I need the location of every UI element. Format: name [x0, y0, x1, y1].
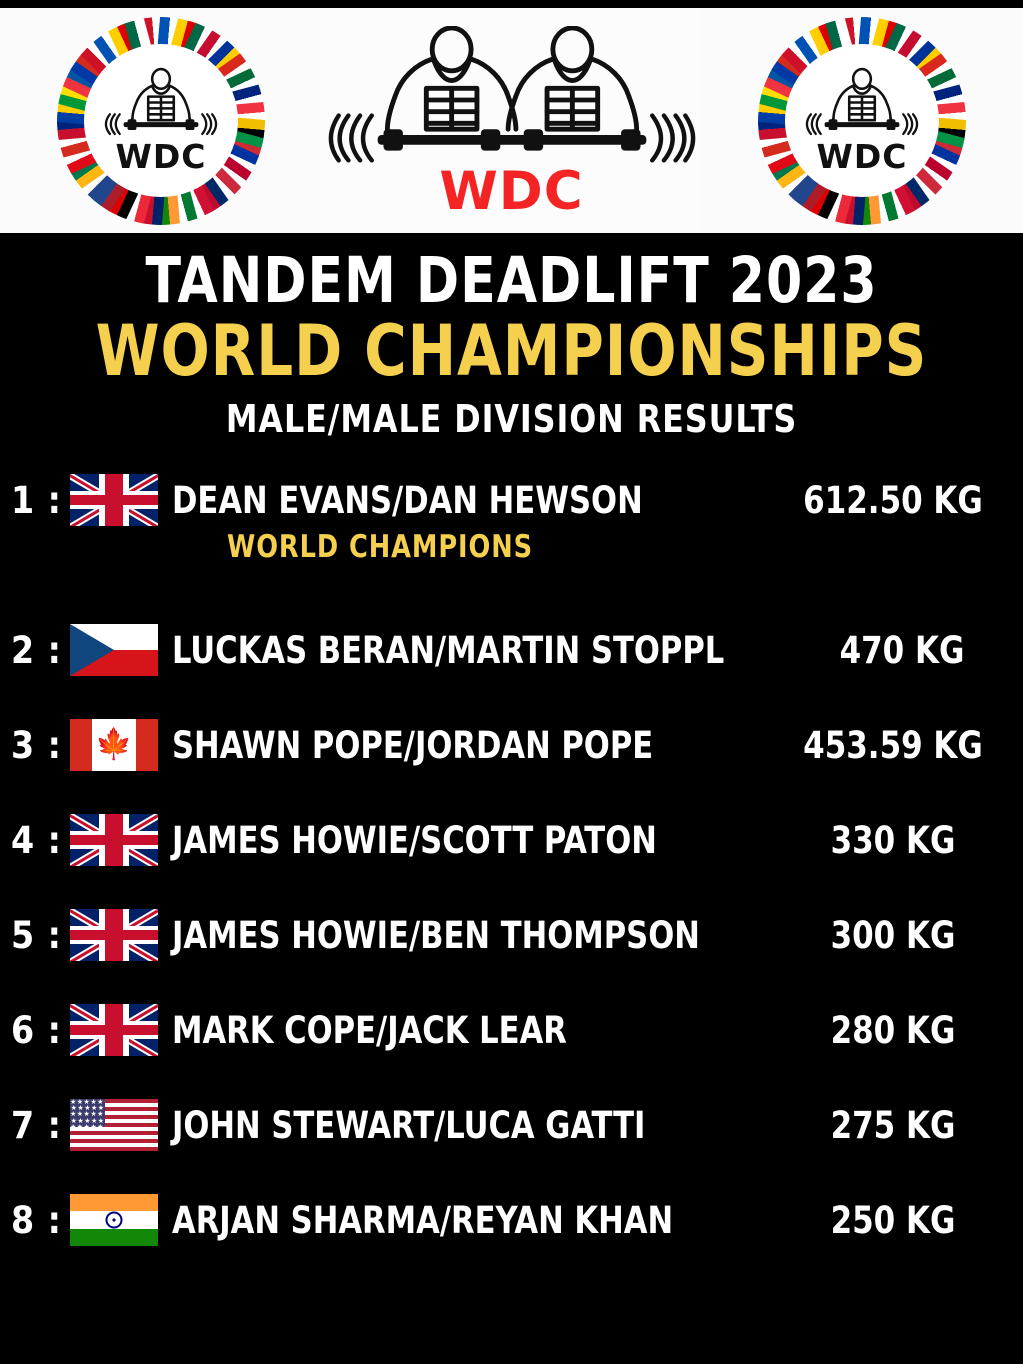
top-black-bar [0, 0, 1023, 8]
result-team-names: SHAWN POPE/JORDAN POPE [172, 723, 654, 767]
center-logo-panel: WDC [322, 8, 701, 233]
result-rank: 4 : [10, 818, 62, 862]
flag-detail [70, 719, 92, 771]
result-team-names: MARK COPE/JACK LEAR [172, 1008, 567, 1052]
result-weight: 470 KG [839, 628, 965, 672]
flag-detail [105, 1004, 123, 1056]
country-flag-uk [70, 1004, 158, 1056]
flag-detail [70, 1194, 158, 1212]
result-rank: 8 : [10, 1198, 62, 1242]
wdc-flag-ring-logo-left: WDC [57, 16, 265, 225]
deadlift-figure-icon [104, 68, 218, 136]
result-weight: 275 KG [830, 1103, 956, 1147]
page-title-line1: TANDEM DEADLIFT 2023 [145, 244, 878, 317]
wdc-flag-ring-logo-right: WDC [758, 16, 966, 225]
result-weight: 330 KG [830, 818, 956, 862]
result-row-main: 7 : ★★★★★★★★★★★★★★★★★★★★★★★★★★★★ JOHN STEW… [0, 1096, 1023, 1154]
logo-inner-right: WDC [785, 43, 939, 198]
country-flag-uk [70, 814, 158, 866]
result-row: 2 : LUCKAS BERAN/MARTIN STOPPL 470 KG [0, 621, 1023, 716]
tandem-deadlift-icon [328, 25, 695, 163]
result-rank: 6 : [10, 1008, 62, 1052]
deadlift-figure-icon [805, 68, 919, 136]
logo-inner-left: WDC [84, 43, 238, 198]
header-logo-strip: WDC [0, 8, 1023, 233]
result-weight: 280 KG [830, 1008, 956, 1052]
flag-detail [70, 624, 114, 676]
result-row-main: 5 : JAMES HOWIE/BEN THOMPSON 300 KG [0, 906, 1023, 964]
result-team-names: ARJAN SHARMA/REYAN KHAN [172, 1198, 674, 1242]
flag-detail [105, 909, 123, 961]
country-flag-in [70, 1194, 158, 1246]
result-team-names: JAMES HOWIE/SCOTT PATON [172, 818, 657, 862]
result-row-main: 1 : DEAN EVANS/DAN HEWSON 612.50 KG [0, 471, 1023, 529]
country-flag-uk [70, 909, 158, 961]
logo-wordmark-left: WDC [115, 137, 207, 177]
world-champions-badge: WORLD CHAMPIONS [226, 529, 534, 565]
result-row: 7 : ★★★★★★★★★★★★★★★★★★★★★★★★★★★★ JOHN STEW… [0, 1096, 1023, 1191]
result-row: 1 : DEAN EVANS/DAN HEWSON 612.50 KG WORLD C… [0, 471, 1023, 621]
maple-leaf-icon: 🍁 [95, 728, 133, 761]
result-rank: 3 : [10, 723, 62, 767]
ashoka-chakra-icon [105, 1211, 123, 1229]
result-row-main: 3 : 🍁 SHAWN POPE/JORDAN POPE 453.59 KG [0, 716, 1023, 774]
flag-detail [105, 474, 123, 526]
result-rank: 1 : [10, 478, 62, 522]
result-row-main: 8 : ARJAN SHARMA/REYAN KHAN 250 KG [0, 1191, 1023, 1249]
bottom-black-bar [0, 1304, 1023, 1364]
result-row: 8 : ARJAN SHARMA/REYAN KHAN 250 KG [0, 1191, 1023, 1286]
result-rank: 5 : [10, 913, 62, 957]
country-flag-uk [70, 474, 158, 526]
result-rank: 7 : [10, 1103, 62, 1147]
logo-wordmark-right: WDC [816, 137, 908, 177]
page-subtitle-division: MALE/MALE DIVISION RESULTS [225, 397, 798, 441]
result-row: 5 : JAMES HOWIE/BEN THOMPSON 300 KG [0, 906, 1023, 1001]
result-rank: 2 : [10, 628, 62, 672]
result-weight: 250 KG [830, 1198, 956, 1242]
country-flag-cz [70, 624, 158, 676]
flag-detail: ★★★★★★★★★★★★★★★★★★★★★★★★★★★★ [70, 1099, 105, 1127]
page-title-line2: WORLD CHAMPIONSHIPS [95, 310, 928, 392]
result-row: 4 : JAMES HOWIE/SCOTT PATON 330 KG [0, 811, 1023, 906]
country-flag-ca: 🍁 [70, 719, 158, 771]
result-weight: 300 KG [830, 913, 956, 957]
flag-detail [136, 719, 158, 771]
result-row-main: 4 : JAMES HOWIE/SCOTT PATON 330 KG [0, 811, 1023, 869]
right-logo-panel: WDC [701, 8, 1023, 233]
result-team-names: JOHN STEWART/LUCA GATTI [172, 1103, 646, 1147]
result-weight: 453.59 KG [803, 723, 983, 767]
result-row: 6 : MARK COPE/JACK LEAR 280 KG [0, 1001, 1023, 1096]
result-weight: 612.50 KG [803, 478, 983, 522]
country-flag-us: ★★★★★★★★★★★★★★★★★★★★★★★★★★★★ [70, 1099, 158, 1151]
result-team-names: JAMES HOWIE/BEN THOMPSON [172, 913, 700, 957]
flag-detail [70, 1228, 158, 1246]
result-row-main: 2 : LUCKAS BERAN/MARTIN STOPPL 470 KG [0, 621, 1023, 679]
page-title-block: TANDEM DEADLIFT 2023 WORLD CHAMPIONSHIPS… [0, 233, 1023, 441]
result-team-names: DEAN EVANS/DAN HEWSON [172, 478, 643, 522]
flag-detail [70, 1099, 106, 1127]
result-row-main: 6 : MARK COPE/JACK LEAR 280 KG [0, 1001, 1023, 1059]
result-team-names: LUCKAS BERAN/MARTIN STOPPL [172, 628, 725, 672]
tandem-lifters-graphic: WDC [327, 25, 697, 222]
left-logo-panel: WDC [0, 8, 322, 233]
result-row: 3 : 🍁 SHAWN POPE/JORDAN POPE 453.59 KG [0, 716, 1023, 811]
center-logo-wordmark: WDC [439, 160, 584, 222]
flag-detail [105, 814, 123, 866]
results-list: 1 : DEAN EVANS/DAN HEWSON 612.50 KG WORLD C… [0, 471, 1023, 1286]
